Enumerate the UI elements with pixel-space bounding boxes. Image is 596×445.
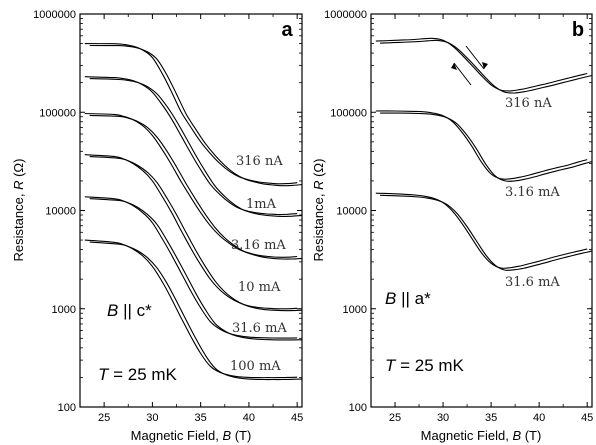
- panel-b-y-axis-title: Resistance, R (Ω): [311, 159, 326, 262]
- series-label: 316 nA: [236, 154, 283, 169]
- panel-b-letter: b: [572, 19, 584, 41]
- series-line-up-sweep: [375, 37, 588, 92]
- panel-b-plot: [375, 37, 592, 271]
- sweep-up-arrow: [465, 45, 485, 70]
- series-label: 3.16 mA: [505, 185, 560, 200]
- series-line-up-sweep: [84, 239, 298, 379]
- panel-a-y-axis-title-var: R: [11, 181, 26, 190]
- series-line-up-sweep: [375, 192, 588, 269]
- series-line-down-sweep: [89, 44, 303, 187]
- panel-a-x-axis-title-unit: (T): [231, 428, 251, 443]
- panel-a-x-axis-title-var: B: [222, 428, 231, 443]
- panel-b-y-axis-title-text: Resistance,: [311, 190, 326, 262]
- panel-a-curve-labels: 316 nA 1mA 3.16 mA 10 mA 31.6 mA 100 mA: [230, 154, 287, 374]
- panel-b-field-var: B: [385, 289, 396, 308]
- panel-b-x-axis-title: Magnetic Field, B (T): [421, 428, 542, 443]
- series-line-down-sweep: [380, 112, 592, 182]
- series-label: 31.6 mA: [232, 321, 287, 336]
- x-tick-label: 30: [437, 412, 449, 424]
- panel-a-field-annotation: B || c*: [107, 301, 152, 320]
- panel-b: 100 1000 10000 100000 1000000 25 30 35 40 45 316…: [311, 9, 593, 443]
- panel-a-y-axis-title-unit: (Ω): [11, 159, 26, 181]
- series-line-down-sweep: [89, 198, 303, 341]
- sweep-up-arrowhead: [482, 62, 488, 69]
- series-line-down-sweep: [380, 194, 592, 271]
- series-line-up-sweep: [84, 76, 298, 216]
- series-line-down-sweep: [89, 241, 303, 381]
- series-label: 1mA: [246, 197, 277, 212]
- series-line-up-sweep: [84, 112, 298, 258]
- y-tick-label: 100: [349, 402, 367, 414]
- y-tick-label: 100: [58, 402, 76, 414]
- panel-a-field-var: B: [107, 301, 118, 320]
- panel-a-x-axis-title: Magnetic Field, B (T): [131, 428, 252, 443]
- x-tick-label: 45: [581, 412, 593, 424]
- panel-b-y-axis-title-var: R: [311, 181, 326, 190]
- y-tick-label: 1000000: [324, 9, 367, 21]
- panel-a: 100 1000 10000 100000 1000000 25 30 35 40 45 316…: [11, 9, 303, 443]
- series-line-up-sweep: [84, 154, 298, 310]
- x-tick-label: 25: [389, 412, 401, 424]
- y-tick-label: 1000: [52, 304, 76, 316]
- panel-b-y-axis-title-unit: (Ω): [311, 159, 326, 181]
- panel-a-y-ticks: 100 1000 10000 100000 1000000: [33, 9, 302, 414]
- panel-a-letter: a: [281, 19, 293, 41]
- x-tick-label: 35: [195, 412, 207, 424]
- panel-a-x-axis-title-text: Magnetic Field,: [131, 428, 223, 443]
- y-tick-label: 1000: [343, 304, 367, 316]
- series-label: 100 mA: [230, 359, 281, 374]
- series-label: 31.6 mA: [505, 275, 560, 290]
- panel-b-x-axis-title-text: Magnetic Field,: [421, 428, 513, 443]
- series-line-up-sweep: [84, 196, 298, 339]
- panel-a-y-axis-title: Resistance, R (Ω): [11, 159, 26, 262]
- sweep-down-arrow: [453, 62, 472, 86]
- y-tick-label: 100000: [39, 107, 76, 119]
- panel-b-x-axis-title-var: B: [512, 428, 521, 443]
- x-tick-label: 40: [533, 412, 545, 424]
- panel-b-temp-annotation: T = 25 mK: [385, 356, 465, 375]
- panel-a-x-ticks: 25 30 35 40 45: [98, 14, 303, 424]
- x-tick-label: 30: [146, 412, 158, 424]
- x-tick-label: 25: [98, 412, 110, 424]
- x-tick-label: 40: [243, 412, 255, 424]
- sweep-direction-arrows: [451, 45, 488, 86]
- panel-a-temp-text: = 25 mK: [108, 365, 177, 384]
- y-tick-label: 1000000: [33, 9, 76, 21]
- panel-b-curve-labels: 316 nA 3.16 mA 31.6 mA: [505, 96, 560, 290]
- panel-b-y-ticks: 100 1000 10000 100000 1000000: [324, 9, 592, 414]
- series-label: 10 mA: [238, 280, 281, 295]
- y-tick-label: 10000: [45, 206, 76, 218]
- panel-b-temp-text: = 25 mK: [395, 356, 464, 375]
- series-label: 3.16 mA: [231, 238, 286, 253]
- x-tick-label: 35: [485, 412, 497, 424]
- panel-a-field-text: || c*: [118, 301, 152, 320]
- panel-b-field-annotation: B || a*: [385, 289, 431, 308]
- series-line-down-sweep: [89, 156, 303, 312]
- series-label: 316 nA: [505, 96, 552, 111]
- x-tick-label: 45: [291, 412, 303, 424]
- panel-b-x-ticks: 25 30 35 40 45: [389, 14, 593, 424]
- series-line-down-sweep: [380, 39, 592, 94]
- series-line-down-sweep: [89, 78, 303, 217]
- panel-a-y-axis-title-text: Resistance,: [11, 190, 26, 262]
- y-tick-label: 10000: [336, 206, 367, 218]
- panel-b-x-axis-title-unit: (T): [521, 428, 541, 443]
- panel-a-temp-annotation: T = 25 mK: [98, 365, 178, 384]
- sweep-down-arrowhead: [451, 63, 457, 70]
- panel-b-field-text: || a*: [396, 289, 431, 308]
- series-line-up-sweep: [375, 110, 588, 180]
- panel-a-plot: [84, 43, 303, 381]
- panel-a-temp-var: T: [98, 365, 110, 384]
- panel-b-temp-var: T: [385, 356, 397, 375]
- y-tick-label: 100000: [330, 107, 367, 119]
- series-line-down-sweep: [89, 114, 303, 260]
